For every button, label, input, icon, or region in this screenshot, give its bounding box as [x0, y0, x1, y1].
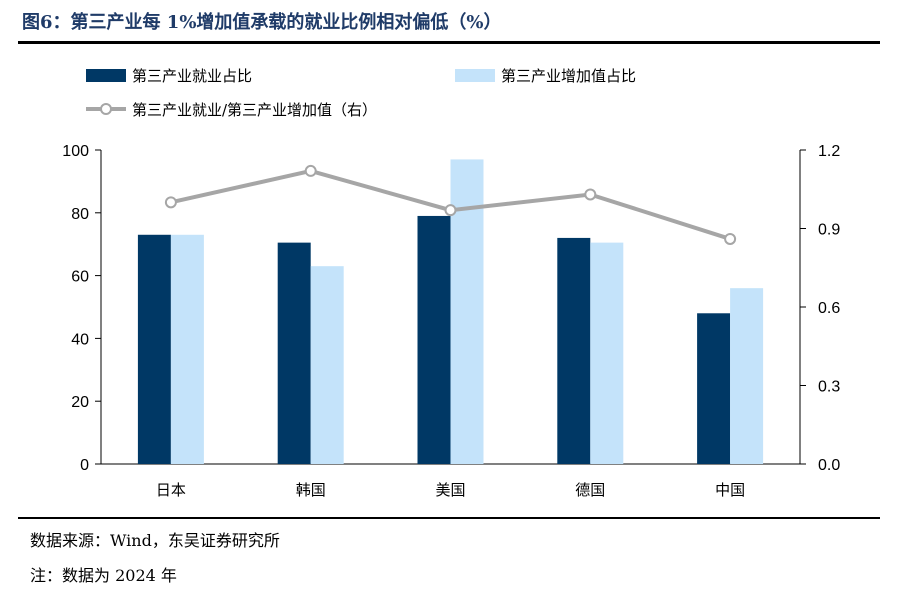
right-tick-label: 0.3 — [818, 379, 840, 396]
legend-swatch-employment — [86, 69, 126, 82]
bar-employment — [277, 242, 311, 464]
chart-area: 第三产业就业占比 第三产业增加值占比 第三产业就业/第三产业增加值（右） 0 20… — [62, 67, 840, 499]
footnote: 注：数据为 2024 年 — [30, 566, 177, 585]
bar-value-added — [170, 234, 204, 464]
category-label: 美国 — [435, 481, 465, 499]
category-label: 日本 — [156, 481, 186, 499]
bar-value-added — [310, 266, 344, 464]
top-divider — [18, 41, 880, 44]
bar-value-added — [590, 242, 624, 464]
legend-label-ratio: 第三产业就业/第三产业增加值（右） — [132, 101, 377, 119]
legend-label-employment: 第三产业就业占比 — [132, 67, 252, 85]
right-tick-label: 1.2 — [818, 143, 840, 160]
legend: 第三产业就业占比 第三产业增加值占比 第三产业就业/第三产业增加值（右） — [86, 67, 636, 119]
left-tick-label: 80 — [71, 206, 89, 223]
left-tick-group: 0 20 40 60 80 100 — [62, 143, 101, 474]
ratio-point — [724, 232, 737, 245]
right-tick-label: 0.9 — [818, 222, 840, 239]
bar-employment — [557, 237, 591, 464]
ratio-point — [164, 196, 177, 209]
left-tick-label: 40 — [71, 331, 89, 348]
left-tick-label: 100 — [62, 143, 89, 160]
bar-employment — [697, 313, 731, 464]
legend-swatch-value-added — [455, 69, 495, 82]
right-tick-group: 0.0 0.3 0.6 0.9 1.2 — [800, 143, 840, 474]
right-tick-label: 0.6 — [818, 300, 840, 317]
category-label: 德国 — [575, 481, 605, 499]
bar-employment — [137, 234, 171, 464]
ratio-point — [584, 188, 597, 201]
category-label: 中国 — [715, 481, 745, 499]
ratio-point — [304, 164, 317, 177]
category-label: 韩国 — [296, 481, 326, 499]
bar-employment — [417, 215, 451, 464]
bottom-divider — [18, 517, 880, 519]
source-note: 数据来源：Wind，东吴证券研究所 — [30, 531, 280, 550]
left-tick-label: 0 — [80, 457, 89, 474]
category-label-group: 日本 韩国 美国 德国 中国 — [156, 481, 745, 499]
right-tick-label: 0.0 — [818, 457, 840, 474]
left-tick-label: 60 — [71, 269, 89, 286]
left-tick-label: 20 — [71, 394, 89, 411]
ratio-point — [444, 204, 457, 217]
legend-label-value-added: 第三产业增加值占比 — [501, 67, 636, 85]
legend-marker-ratio — [100, 103, 112, 115]
bar-value-added — [730, 288, 764, 464]
chart-title: 图6：第三产业每 1%增加值承载的就业比例相对偏低（%） — [22, 12, 502, 33]
bar-group — [137, 159, 764, 465]
ratio-line-group — [164, 164, 737, 245]
